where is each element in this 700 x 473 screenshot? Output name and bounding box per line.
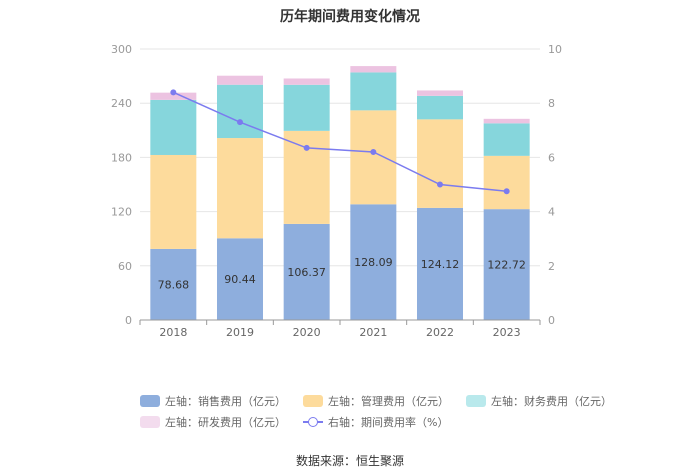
y-right-tick-label: 10	[548, 43, 562, 56]
bar-value-label: 106.37	[287, 266, 326, 279]
bar-value-label: 78.68	[158, 278, 190, 291]
bar-segment-2023-3	[483, 118, 530, 124]
x-tick-label: 2020	[293, 326, 321, 339]
legend-swatch-sales	[140, 394, 160, 407]
bar-segment-2022-1	[417, 119, 463, 208]
legend-item-rate[interactable]: 右轴：期间费用率（%）	[303, 414, 448, 430]
bar-segment-2018-2	[150, 99, 197, 155]
y-left-tick-label: 60	[118, 260, 132, 273]
data-labels: 78.68 90.44 106.37 128.09 124.12 122.72	[158, 256, 526, 291]
stacked-bar-line-chart: 0 60 120 180 240 300 0 2 4 6 8 10 2018 2019 2020 2021 20…	[111, 43, 562, 339]
y-left-tick-label: 0	[125, 314, 132, 327]
bar-segment-2020-3	[283, 78, 330, 85]
legend-swatch-admin	[303, 394, 323, 407]
chart-title: 历年期间费用变化情况	[280, 9, 420, 25]
grid-lines	[140, 48, 540, 267]
y-right-tick-label: 8	[548, 97, 555, 110]
rate-line-path	[173, 91, 507, 193]
bar-segment-2021-3	[350, 66, 397, 73]
y-left-tick-label: 180	[111, 151, 132, 164]
bar-value-label: 90.44	[224, 273, 256, 286]
bar-segment-2022-0	[417, 207, 463, 320]
bar-segment-2022-3	[417, 90, 463, 96]
bar-segment-2019-0	[217, 238, 263, 320]
y-right-tick-label: 4	[548, 206, 555, 219]
bar-segment-2020-1	[283, 130, 330, 224]
bar-segment-2019-2	[217, 84, 263, 139]
bar-value-label: 124.12	[421, 258, 460, 271]
rate-point-2019	[237, 119, 243, 126]
rate-point-2021	[370, 148, 377, 155]
rate-point-2018	[170, 89, 177, 96]
legend-swatch-rate	[303, 416, 323, 428]
bar-segment-2023-2	[483, 123, 530, 156]
bar-segment-2022-2	[417, 95, 463, 120]
bar-value-label: 122.72	[487, 259, 526, 272]
bar-segment-2023-1	[483, 155, 530, 210]
bar-segment-2018-0	[150, 248, 197, 320]
legend-item-rnd[interactable]: 左轴：研发费用（亿元）	[140, 414, 286, 430]
x-tick-label: 2022	[426, 326, 454, 339]
bar-segment-2020-0	[283, 223, 330, 320]
bar-segment-2021-2	[350, 72, 397, 111]
x-tick-label: 2021	[359, 326, 387, 339]
y-right-tick-label: 0	[548, 314, 555, 327]
bar-segment-2018-1	[150, 154, 197, 249]
y-left-tick-label: 240	[111, 97, 132, 110]
x-tick-label: 2018	[159, 326, 187, 339]
legend-item-sales[interactable]: 左轴：销售费用（亿元）	[140, 393, 286, 409]
legend-label-finance: 左轴：财务费用（亿元）	[491, 394, 612, 408]
legend-label-rate: 右轴：期间费用率（%）	[328, 415, 449, 429]
axes: 0 60 120 180 240 300 0 2 4 6 8 10 2018 2019 2020 2021 20…	[111, 43, 562, 339]
legend-swatch-rnd	[140, 415, 160, 428]
bar-segment-2020-2	[283, 84, 330, 131]
bar-segment-2021-0	[350, 204, 397, 320]
legend-label-sales: 左轴：销售费用（亿元）	[165, 394, 286, 408]
legend-label-admin: 左轴：管理费用（亿元）	[328, 394, 449, 408]
rate-point-2023	[503, 188, 510, 195]
bar-groups	[150, 66, 530, 320]
x-tick-label: 2023	[493, 326, 521, 339]
bar-value-label: 128.09	[354, 256, 393, 269]
source-note: 数据来源：恒生聚源	[295, 454, 404, 468]
y-left-tick-label: 120	[111, 206, 132, 219]
legend-item-admin[interactable]: 左轴：管理费用（亿元）	[303, 393, 449, 409]
y-right-tick-label: 2	[548, 260, 555, 273]
bar-segment-2019-3	[217, 75, 263, 85]
rate-line	[170, 89, 510, 195]
legend-label-rnd: 左轴：研发费用（亿元）	[165, 415, 286, 429]
legend-item-finance[interactable]: 左轴：财务费用（亿元）	[466, 393, 612, 409]
bar-segment-2019-1	[217, 138, 263, 239]
rate-point-2022	[437, 181, 443, 188]
rate-point-2020	[303, 144, 310, 151]
bar-segment-2018-3	[150, 92, 197, 100]
y-right-tick-label: 6	[548, 151, 555, 164]
bar-segment-2023-0	[483, 209, 530, 320]
y-left-tick-label: 300	[111, 43, 132, 56]
legend-swatch-finance	[466, 394, 486, 407]
x-tick-label: 2019	[226, 326, 254, 339]
legend: 左轴：销售费用（亿元） 左轴：管理费用（亿元） 左轴：财务费用（亿元） 左轴：研…	[140, 390, 612, 432]
bar-segment-2021-1	[350, 110, 397, 205]
